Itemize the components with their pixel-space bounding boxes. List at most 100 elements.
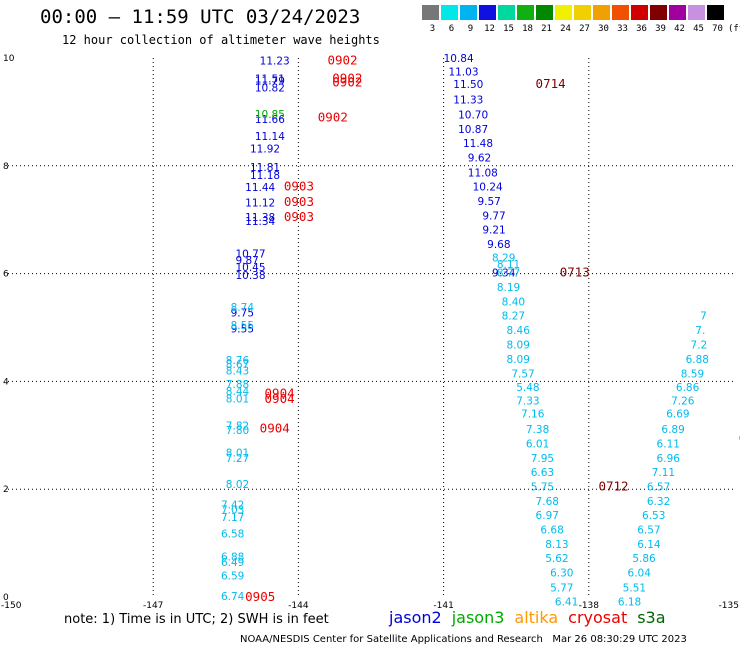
- wave-height-value: 9.62: [468, 153, 491, 165]
- wave-height-value: 10.77: [235, 249, 265, 261]
- color-scale-label: (ft): [728, 24, 740, 34]
- wave-height-value: 6.57: [637, 525, 660, 537]
- pass-time-label: 0903: [284, 209, 314, 224]
- wave-height-value: 11.92: [250, 144, 280, 156]
- wave-height-value: 8.27: [502, 311, 525, 323]
- wave-height-value: 11.50: [453, 79, 483, 91]
- wave-height-value: 8.44: [226, 386, 250, 398]
- wave-height-value: 11.66: [255, 114, 285, 126]
- wave-height-value: 6.63: [531, 467, 554, 479]
- color-scale-label: 45: [693, 24, 704, 34]
- color-scale-label: 39: [655, 24, 666, 34]
- wave-height-value: 11.33: [453, 95, 483, 107]
- wave-height-value: 10.24: [473, 181, 503, 193]
- pass-time-label: 0903: [284, 194, 314, 209]
- color-scale-label: 3: [429, 24, 436, 34]
- color-swatch: [517, 5, 534, 20]
- wave-height-value: 7.82: [226, 421, 249, 433]
- color-swatch: [574, 5, 591, 20]
- color-scale-label: 21: [541, 24, 552, 34]
- wave-height-value: 7.: [695, 325, 705, 337]
- wave-height-value: 6.97: [536, 510, 559, 522]
- wave-height-value: 7.88: [226, 379, 249, 391]
- pass-time-label: 0904: [260, 420, 290, 435]
- wave-height-value: 9.68: [487, 239, 510, 251]
- pass-time-label: 0902: [332, 70, 362, 85]
- color-swatch: [707, 5, 724, 20]
- wave-height-value: 8.01: [226, 448, 249, 460]
- color-scale-label: 33: [617, 24, 628, 34]
- pass-time-label: 0713: [560, 265, 590, 280]
- x-tick-label: -147: [143, 601, 163, 608]
- wave-height-value: 5.51: [623, 582, 646, 594]
- wave-height-value: 11.51: [255, 73, 285, 85]
- y-tick-label: 4: [3, 377, 9, 387]
- wave-height-value: 7.57: [511, 368, 534, 380]
- color-swatch: [460, 5, 477, 20]
- color-swatch: [593, 5, 610, 20]
- color-scale-label: 18: [522, 24, 533, 34]
- wave-height-value: 5.86: [632, 553, 656, 565]
- color-scale-label: 27: [579, 24, 590, 34]
- color-scale-label: 70: [712, 24, 723, 34]
- x-tick-label: -138: [579, 601, 600, 608]
- pass-time-label: 0902: [332, 74, 362, 89]
- wave-height-value: 9.34: [492, 268, 516, 280]
- color-swatch: [441, 5, 458, 20]
- wave-height-value: 9.77: [482, 210, 505, 222]
- color-swatch: [422, 5, 439, 20]
- color-swatch: [536, 5, 553, 20]
- color-swatch: [612, 5, 629, 20]
- footer-note: note: 1) Time is in UTC; 2) SWH is in fe…: [64, 612, 329, 627]
- wave-height-value: 7.33: [516, 395, 539, 407]
- color-swatch: [479, 5, 496, 20]
- wave-height-value: 7.16: [521, 409, 545, 421]
- wave-height-value: 11.79: [255, 76, 285, 88]
- color-swatch: [498, 5, 515, 20]
- wave-height-value: 11.34: [245, 216, 275, 228]
- wave-height-value: 6.89: [661, 424, 684, 436]
- pass-time-label: 0903: [284, 178, 314, 193]
- wave-height-value: 6.58: [221, 528, 244, 540]
- pass-time-label: 0904: [265, 385, 295, 400]
- pass-time-label: 0905: [245, 589, 275, 604]
- wave-height-value: 11.44: [245, 182, 275, 194]
- color-scale-label: 6: [448, 24, 455, 34]
- wave-height-value: 6.14: [637, 539, 661, 551]
- footer-credit: NOAA/NESDIS Center for Satellite Applica…: [240, 634, 687, 645]
- wave-height-value: 8.19: [497, 282, 520, 294]
- wave-height-value: 6.86: [676, 382, 700, 394]
- wave-height-value: 11.18: [250, 170, 280, 182]
- wave-height-value: 6.49: [221, 557, 244, 569]
- wave-height-value: 6.04: [628, 568, 652, 580]
- wave-height-value: 9.55: [231, 324, 254, 336]
- wave-height-value: 7.27: [226, 453, 249, 465]
- wave-height-value: 6.88: [686, 354, 709, 366]
- color-scale-label: 12: [484, 24, 495, 34]
- y-tick-label: 2: [3, 485, 9, 495]
- wave-height-value: 9.21: [482, 224, 505, 236]
- chart-title: 00:00 – 11:59 UTC 03/24/2023: [40, 6, 361, 28]
- wave-height-value: 11.08: [468, 167, 498, 179]
- wave-height-value: 6.69: [666, 409, 689, 421]
- wave-height-value: 5.62: [545, 553, 568, 565]
- wave-height-value: 11.03: [448, 66, 478, 78]
- color-scale-label: 9: [467, 24, 474, 34]
- wave-height-value: 7.95: [531, 453, 554, 465]
- color-scale-label: 42: [674, 24, 685, 34]
- wave-height-value: 6.11: [657, 438, 680, 450]
- wave-height-value: 8.40: [502, 297, 525, 309]
- wave-height-value: 8.09: [507, 340, 530, 352]
- wave-height-value: 8.13: [545, 539, 568, 551]
- wave-height-value: 9.87: [235, 255, 258, 267]
- wave-height-value: 10.45: [235, 262, 265, 274]
- wave-height-value: 6.88: [221, 552, 244, 564]
- wave-height-value: 11.48: [463, 138, 493, 150]
- wave-height-value: 6.68: [540, 525, 563, 537]
- wave-height-value: 10.70: [458, 110, 488, 122]
- y-tick-label: 0: [3, 593, 9, 603]
- wave-height-value: 7.68: [536, 496, 559, 508]
- wave-height-value: 11.23: [260, 56, 290, 68]
- wave-height-value: 10.82: [255, 83, 285, 95]
- wave-height-value: 8.59: [681, 368, 704, 380]
